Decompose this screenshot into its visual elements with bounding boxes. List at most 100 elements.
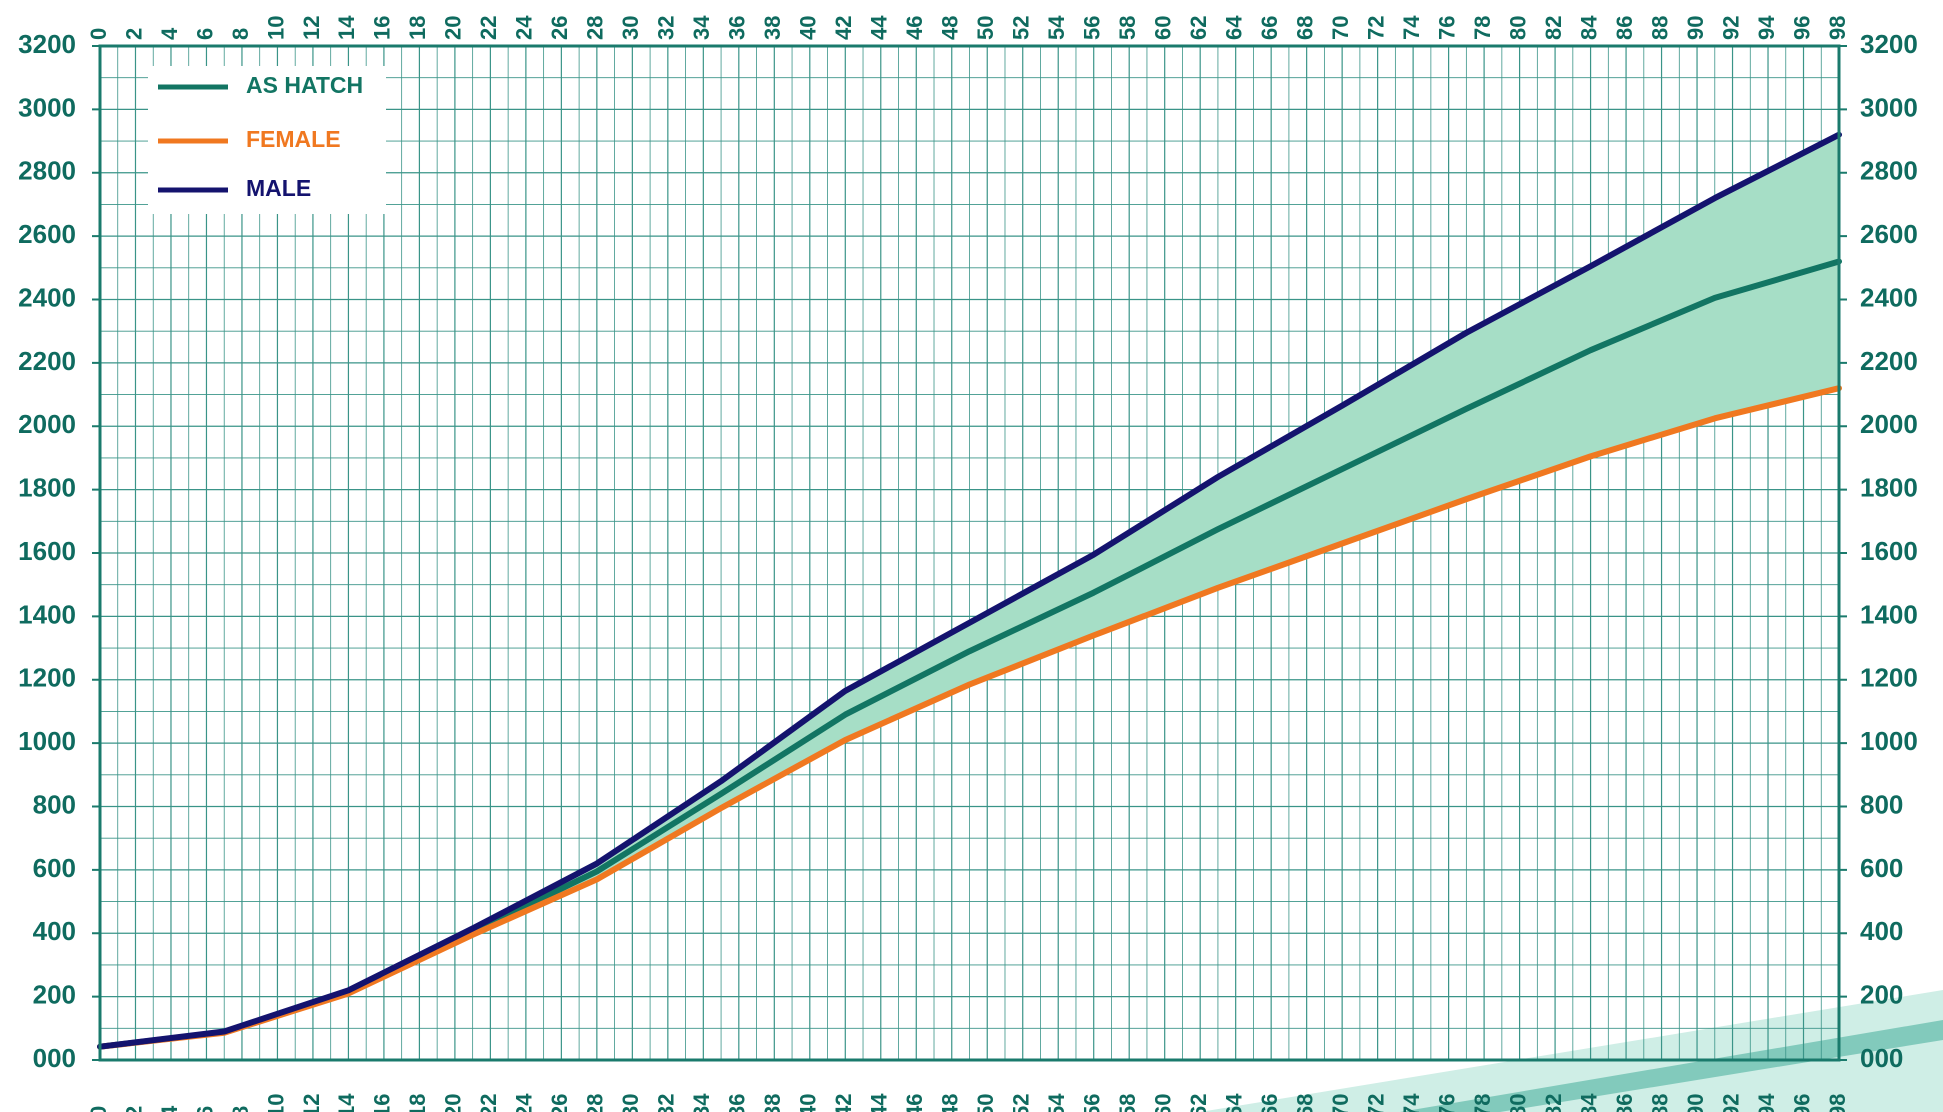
y-tick-label: 3000 [18,92,76,122]
x-tick-label: 96 [1789,1094,1814,1112]
x2-tick-label: 76 [1434,16,1459,40]
legend-label: AS HATCH [246,72,363,98]
y2-tick-label: 000 [1860,1043,1903,1073]
x2-tick-label: 88 [1647,16,1672,40]
y-tick-label: 1800 [18,473,76,503]
x-tick-label: 22 [476,1094,501,1112]
x-tick-label: 10 [263,1094,288,1112]
x-tick-label: 58 [1115,1094,1140,1112]
x2-tick-label: 20 [441,16,466,40]
x-tick-label: 78 [1470,1094,1495,1112]
y2-tick-label: 2000 [1860,409,1918,439]
decoration [1200,990,1943,1112]
x2-tick-label: 78 [1470,16,1495,40]
x2-tick-label: 26 [547,16,572,40]
y-tick-label: 1400 [18,599,76,629]
x2-tick-label: 22 [476,16,501,40]
legend-label: MALE [246,175,311,201]
x2-tick-label: 36 [725,16,750,40]
x2-tick-label: 8 [228,28,253,40]
y-tick-label: 3200 [18,29,76,59]
series-line [97,385,1842,1050]
y2-tick-label: 800 [1860,789,1903,819]
x-tick-label: 2 [121,1106,146,1112]
x-tick-label: 30 [618,1094,643,1112]
y2-tick-label: 2600 [1860,219,1918,249]
x-tick-label: 28 [583,1094,608,1112]
x-tick-label: 14 [334,1093,359,1112]
y2-tick-label: 3000 [1860,92,1918,122]
y2-tick-label: 2400 [1860,282,1918,312]
x2-tick-label: 56 [1080,16,1105,40]
x-tick-label: 62 [1186,1094,1211,1112]
x2-tick-label: 58 [1115,16,1140,40]
x2-tick-label: 94 [1754,15,1779,40]
x-tick-label: 60 [1151,1094,1176,1112]
x-tick-label: 44 [867,1093,892,1112]
x2-tick-label: 40 [796,16,821,40]
x2-tick-label: 84 [1576,15,1601,40]
legend-label: FEMALE [246,126,341,152]
x-tick-label: 40 [796,1094,821,1112]
plot [97,131,1842,1050]
x2-tick-label: 74 [1399,15,1424,40]
y2-tick-label: 600 [1860,853,1903,883]
x-tick-label: 74 [1399,1093,1424,1112]
y-tick-label: 600 [33,853,76,883]
x2-tick-label: 2 [121,28,146,40]
x2-tick-label: 68 [1292,16,1317,40]
x2-tick-label: 52 [1009,16,1034,40]
x2-tick-label: 46 [902,16,927,40]
x-tick-label: 48 [938,1094,963,1112]
y-tick-label: 1200 [18,663,76,693]
x2-tick-label: 70 [1328,16,1353,40]
x2-tick-label: 4 [157,27,182,40]
x2-tick-label: 32 [654,16,679,40]
x2-tick-label: 44 [867,15,892,40]
y-tick-label: 1600 [18,536,76,566]
y-tick-label: 000 [33,1043,76,1073]
x-tick-label: 98 [1825,1094,1850,1112]
y-tick-label: 2400 [18,282,76,312]
x2-tick-label: 38 [760,16,785,40]
x2-tick-label: 14 [334,15,359,40]
x-tick-label: 36 [725,1094,750,1112]
x-tick-label: 52 [1009,1094,1034,1112]
x-tick-label: 12 [299,1094,324,1112]
x-tick-label: 38 [760,1094,785,1112]
x-tick-label: 68 [1292,1094,1317,1112]
x-tick-label: 76 [1434,1094,1459,1112]
x-tick-label: 86 [1612,1094,1637,1112]
x-tick-label: 64 [1221,1093,1246,1112]
x2-tick-label: 18 [405,16,430,40]
x-tick-label: 34 [689,1093,714,1112]
x2-tick-label: 50 [973,16,998,40]
x-tick-label: 80 [1505,1094,1530,1112]
legend: AS HATCH FEMALE MALE [148,66,386,214]
x-tick-label: 6 [192,1106,217,1112]
y-tick-label: 1000 [18,726,76,756]
y2-tick-label: 200 [1860,980,1903,1010]
x2-tick-label: 0 [86,28,111,40]
x-tick-label: 46 [902,1094,927,1112]
x2-tick-label: 80 [1505,16,1530,40]
x-tick-label: 42 [831,1094,856,1112]
x-tick-label: 54 [1044,1093,1069,1112]
x-tick-label: 94 [1754,1093,1779,1112]
x-tick-label: 0 [86,1106,111,1112]
y-tick-label: 200 [33,980,76,1010]
x2-tick-label: 66 [1257,16,1282,40]
decoration [1400,1020,1943,1112]
x-tick-label: 66 [1257,1094,1282,1112]
y2-tick-label: 1600 [1860,536,1918,566]
x2-tick-label: 86 [1612,16,1637,40]
x-tick-label: 16 [370,1094,395,1112]
y-tick-label: 800 [33,789,76,819]
y2-tick-label: 3200 [1860,29,1918,59]
x-tick-label: 90 [1683,1094,1708,1112]
x2-tick-label: 54 [1044,15,1069,40]
x-tick-label: 18 [405,1094,430,1112]
x-tick-label: 56 [1080,1094,1105,1112]
y-tick-label: 2800 [18,156,76,186]
